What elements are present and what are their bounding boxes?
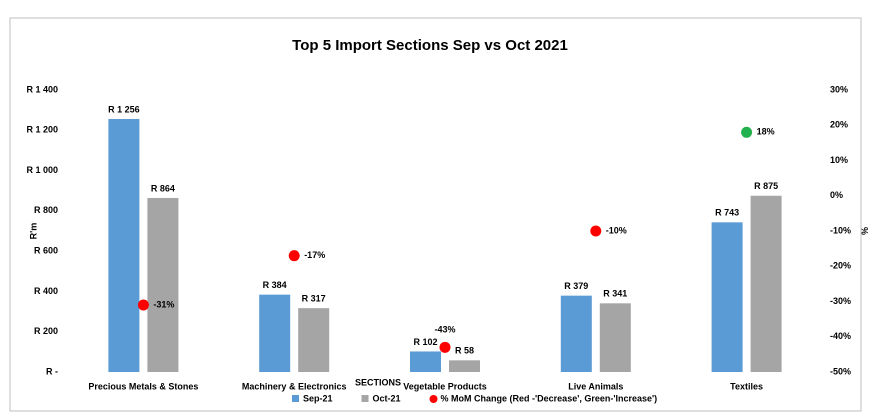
point-value-label: 18%	[757, 127, 775, 137]
point	[590, 225, 602, 237]
y2-tick-label: -30%	[830, 296, 851, 306]
y-axis-title: R'm	[28, 223, 38, 240]
point	[137, 299, 149, 311]
bar-value-label: R 317	[302, 294, 326, 304]
point	[439, 341, 451, 353]
y2-tick-label: -10%	[830, 225, 851, 235]
legend-label: Oct-21	[373, 393, 401, 403]
point-value-label: -31%	[153, 299, 174, 309]
bar	[298, 308, 330, 372]
x-tick-label: Textiles	[730, 381, 763, 391]
bar-value-label: R 864	[151, 183, 175, 193]
y-tick-label: R 800	[34, 205, 58, 215]
bar-value-label: R 379	[564, 281, 588, 291]
y2-tick-label: 10%	[830, 155, 848, 165]
y-tick-label: R 600	[34, 246, 58, 256]
y2-tick-label: 0%	[830, 190, 843, 200]
bar-value-label: R 384	[263, 280, 287, 290]
legend-label: % MoM Change (Red -'Decrease', Green-'In…	[441, 393, 658, 403]
point	[741, 126, 753, 138]
bar	[599, 303, 631, 372]
y2-tick-label: -40%	[830, 331, 851, 341]
x-axis-title: SECTIONS	[355, 377, 401, 387]
y2-tick-label: -50%	[830, 366, 851, 376]
y2-axis-title: %	[860, 227, 870, 235]
bar	[449, 360, 480, 372]
bar-value-label: R 1 256	[108, 104, 140, 114]
x-tick-label: Vegetable Products	[403, 381, 487, 391]
bar	[560, 295, 592, 372]
point-value-label: -43%	[434, 325, 455, 335]
legend-label: Sep-21	[303, 393, 333, 403]
bar-value-label: R 341	[603, 289, 627, 299]
y-tick-label: R 400	[34, 286, 58, 296]
bar	[410, 351, 441, 372]
bar	[750, 195, 782, 372]
y-tick-label: R 1 000	[26, 165, 58, 175]
y2-tick-label: 30%	[830, 84, 848, 94]
x-tick-label: Precious Metals & Stones	[88, 381, 198, 391]
y-tick-label: R 200	[34, 326, 58, 336]
y2-tick-label: -20%	[830, 261, 851, 271]
bar	[259, 294, 291, 372]
bar-value-label: R 743	[715, 208, 739, 218]
legend-marker	[429, 395, 438, 403]
y-tick-label: R 1 200	[26, 125, 58, 135]
bar-value-label: R 102	[413, 337, 437, 347]
bar-value-label: R 58	[455, 346, 474, 356]
point	[288, 250, 300, 262]
legend-marker	[292, 395, 299, 402]
bar	[108, 119, 140, 373]
bar	[147, 197, 179, 372]
point-value-label: -17%	[304, 250, 325, 260]
x-tick-label: Machinery & Electronics	[242, 381, 347, 391]
bar-value-label: R 875	[754, 181, 778, 191]
x-tick-label: Live Animals	[568, 381, 623, 391]
y2-tick-label: 20%	[830, 120, 848, 130]
legend-marker	[361, 395, 369, 402]
y-tick-label: R -	[46, 366, 58, 376]
bar	[711, 222, 743, 372]
y-tick-label: R 1 400	[26, 84, 58, 94]
chart-title: Top 5 Import Sections Sep vs Oct 2021	[292, 37, 568, 54]
point-value-label: -10%	[606, 225, 627, 235]
